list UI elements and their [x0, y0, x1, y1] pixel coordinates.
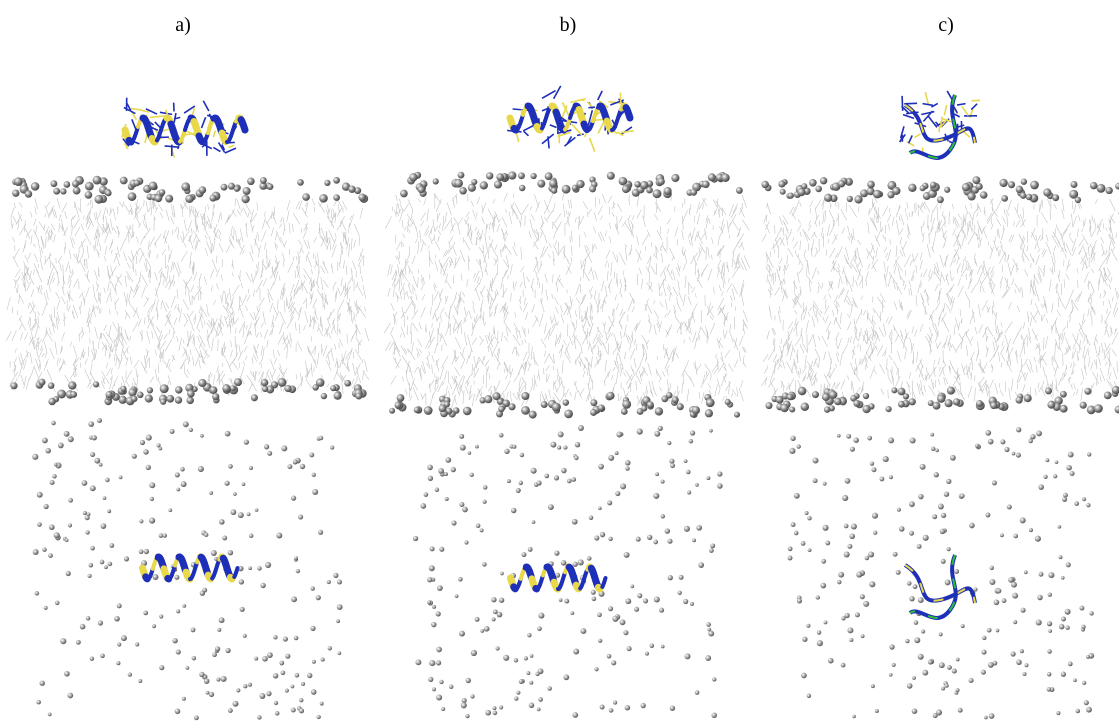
solvent-beads-b: [412, 425, 723, 719]
peptide-bottom-c: [903, 554, 977, 620]
peptide-top-a: [121, 97, 249, 158]
membrane-c: [760, 176, 1119, 415]
panel-label-b: b): [559, 14, 577, 36]
peptide-bottom-b: [507, 563, 608, 593]
peptide-top-b: [506, 85, 635, 153]
membrane-a: [5, 175, 370, 406]
solvent-beads-c: [787, 427, 1095, 720]
panel-label-a: a): [175, 14, 191, 36]
peptide-top-c: [898, 90, 981, 160]
membrane-b: [384, 171, 750, 419]
peptide-bottom-a: [139, 553, 240, 583]
panel-label-c: c): [938, 14, 954, 36]
solvent-beads-a: [32, 417, 343, 721]
